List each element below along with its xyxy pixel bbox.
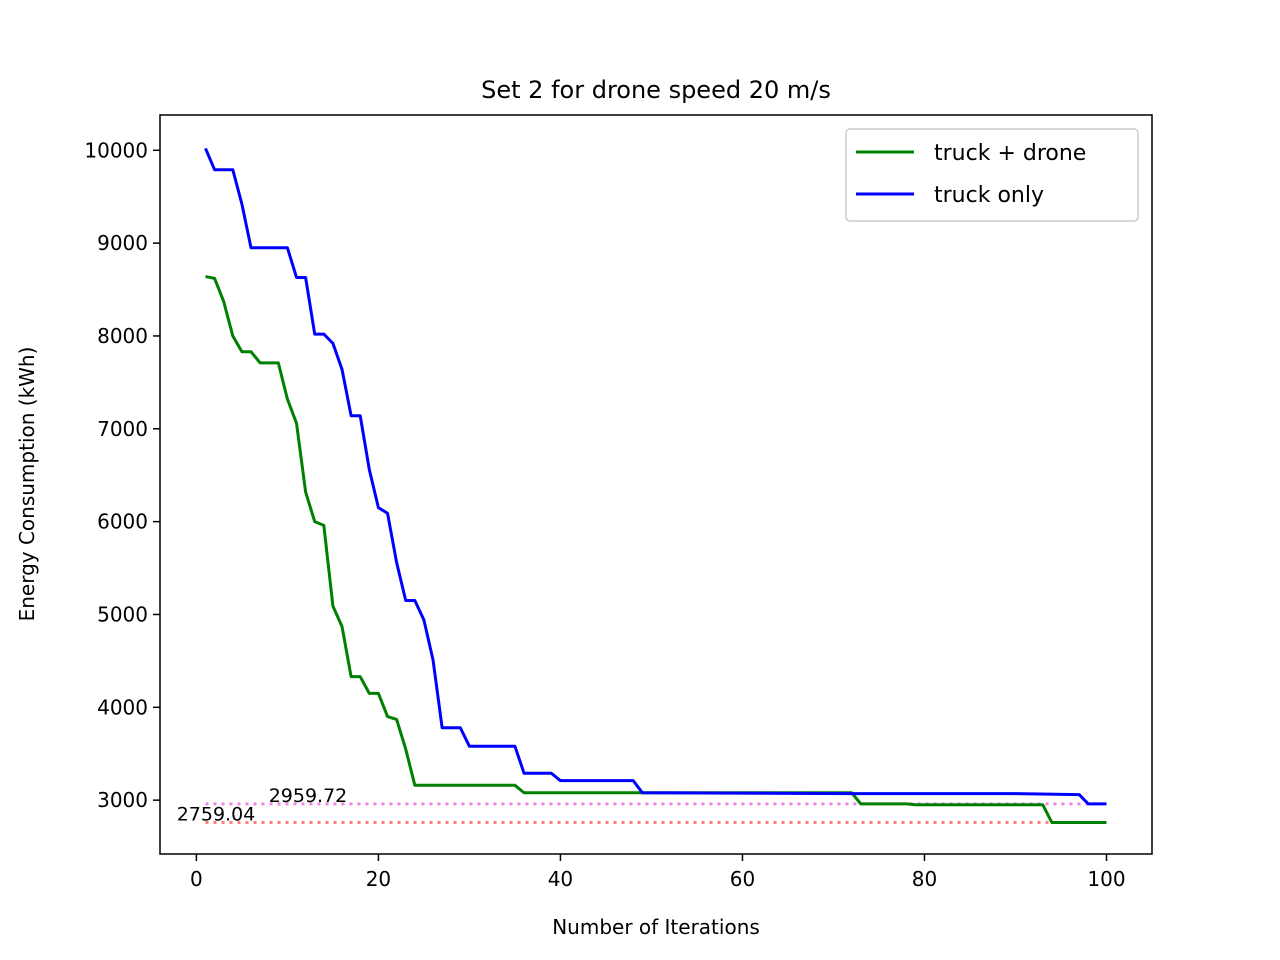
- x-axis-label: Number of Iterations: [552, 915, 760, 939]
- y-tick-label: 9000: [97, 231, 148, 255]
- y-tick-label: 4000: [97, 695, 148, 719]
- x-tick-label: 80: [912, 867, 937, 891]
- y-tick-label: 10000: [84, 138, 148, 162]
- y-tick-label: 3000: [97, 788, 148, 812]
- y-tick-label: 7000: [97, 417, 148, 441]
- y-tick-label: 8000: [97, 324, 148, 348]
- x-tick-label: 100: [1087, 867, 1125, 891]
- reference-line-label: 2959.72: [269, 785, 348, 807]
- axis-ticks: 0 20 40 60 80 100 3000 4000 5000 6000 7000 8000 9000…: [84, 138, 1125, 891]
- y-tick-label: 5000: [97, 602, 148, 626]
- y-tick-label: 6000: [97, 510, 148, 534]
- y-axis-label: Energy Consumption (kWh): [15, 347, 39, 622]
- series-line: [204, 147, 1107, 806]
- legend-entry-label: truck only: [934, 183, 1044, 208]
- axes-frame: [159, 114, 1153, 855]
- legend-entry-label: truck + drone: [934, 141, 1086, 166]
- x-tick-label: 60: [730, 867, 755, 891]
- plot-area: 2959.72 2759.04: [177, 147, 1107, 826]
- x-tick-label: 20: [366, 867, 391, 891]
- series-line: [205, 275, 1107, 825]
- x-tick-label: 40: [548, 867, 573, 891]
- reference-line-label: 2759.04: [177, 804, 256, 826]
- chart-title: Set 2 for drone speed 20 m/s: [481, 76, 831, 104]
- legend: truck + drone truck only: [845, 128, 1139, 222]
- legend-box: [845, 128, 1139, 222]
- x-tick-label: 0: [190, 867, 203, 891]
